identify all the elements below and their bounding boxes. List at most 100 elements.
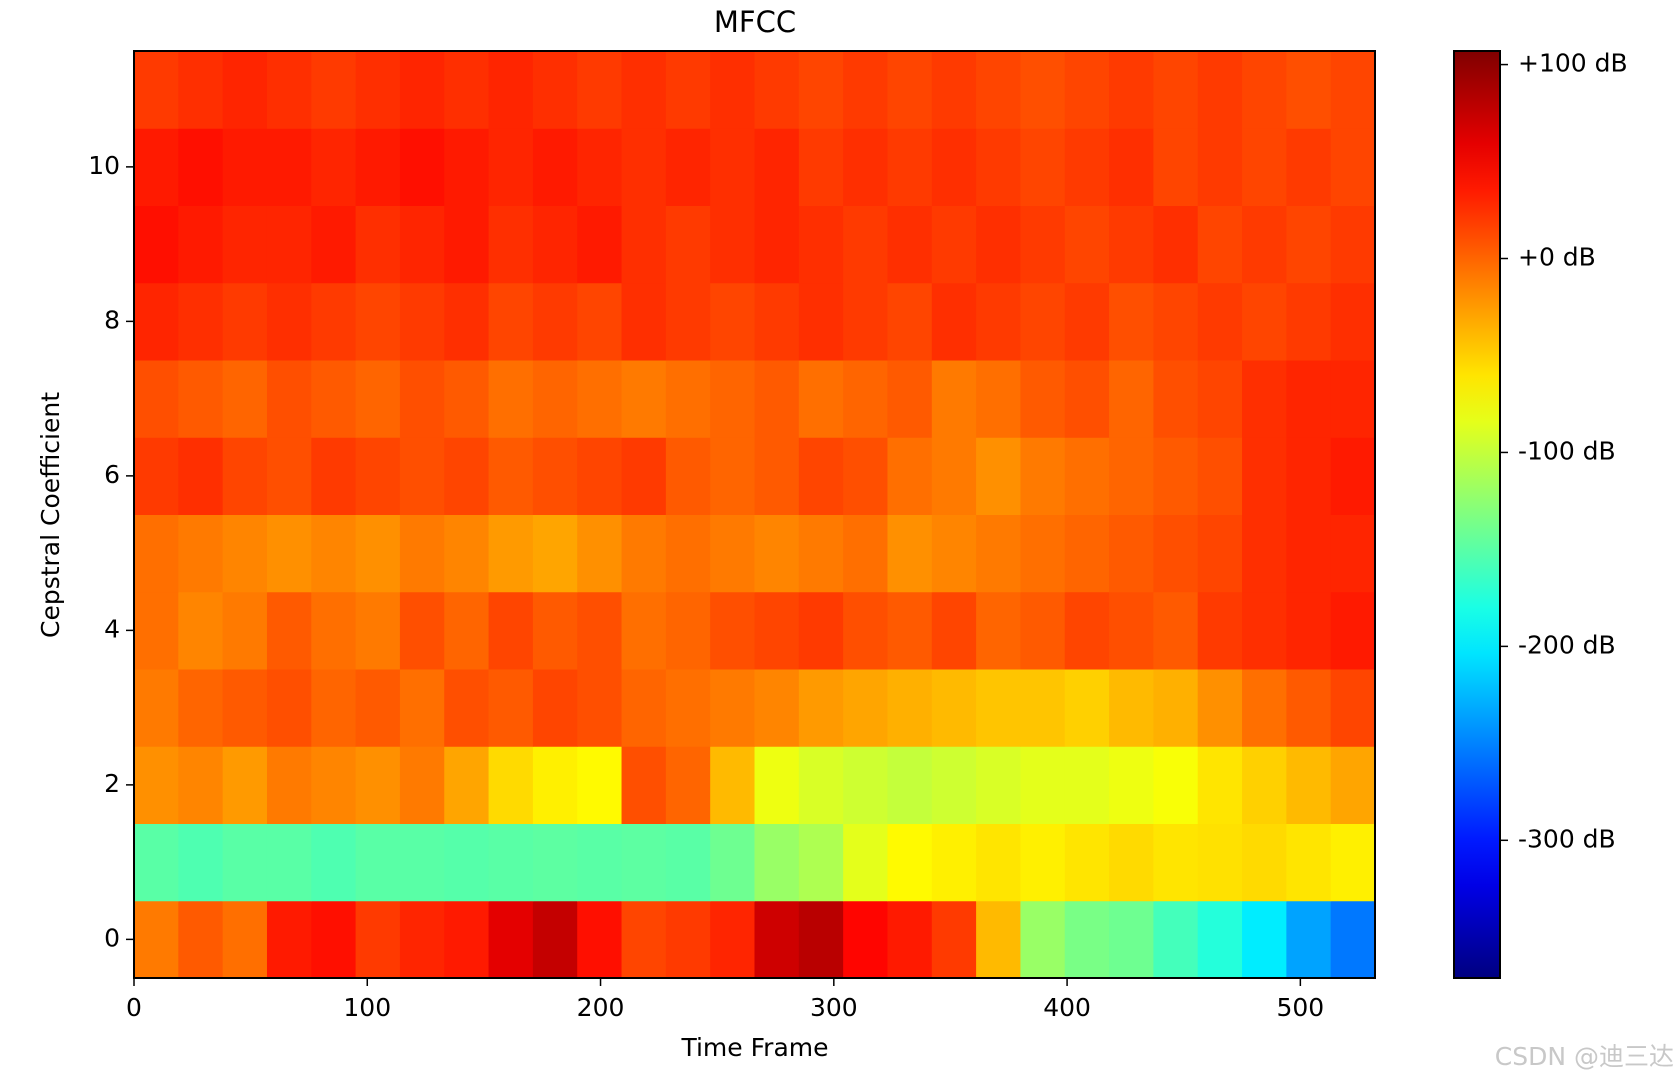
heatmap-cell [931, 128, 977, 206]
heatmap-cell [1153, 437, 1199, 515]
heatmap-cell [887, 823, 933, 902]
heatmap-cell [1286, 669, 1332, 747]
heatmap-cell [887, 669, 933, 747]
heatmap-cell [665, 282, 711, 361]
heatmap-cell [843, 514, 888, 593]
heatmap-cell [355, 437, 401, 515]
heatmap-cell [1197, 282, 1243, 361]
heatmap-cell [1286, 205, 1332, 284]
heatmap-cell [754, 823, 800, 902]
heatmap-cell [1242, 51, 1287, 129]
heatmap-cell [266, 669, 312, 747]
heatmap-cell [1153, 514, 1199, 593]
heatmap-cell [1153, 360, 1199, 438]
heatmap-cell [444, 514, 490, 593]
heatmap-cell [577, 282, 623, 361]
heatmap-cell [843, 282, 888, 361]
heatmap-cell [1197, 591, 1243, 670]
heatmap-cell [843, 360, 888, 438]
heatmap-cell [222, 514, 268, 593]
heatmap-cell [621, 282, 667, 361]
heatmap-cell [1064, 205, 1110, 284]
heatmap-cell [621, 360, 667, 438]
heatmap-cell [1109, 437, 1154, 515]
heatmap-cell [621, 746, 667, 824]
heatmap-cell [621, 437, 667, 515]
heatmap-cell [1286, 591, 1332, 670]
heatmap-cell [1286, 437, 1332, 515]
heatmap-cell [931, 823, 977, 902]
heatmap-cell [355, 746, 401, 824]
heatmap-cell [532, 746, 578, 824]
heatmap-cell [577, 900, 623, 979]
heatmap-cell [1330, 900, 1376, 979]
heatmap-cell [222, 900, 268, 979]
heatmap-cell [843, 746, 888, 824]
heatmap-cell [1242, 591, 1287, 670]
heatmap-cell [1020, 282, 1066, 361]
heatmap-cell [488, 51, 534, 129]
y-tick-label: 10 [88, 151, 120, 180]
heatmap-cell [798, 823, 844, 902]
heatmap-cell [1153, 669, 1199, 747]
heatmap-cell [1330, 205, 1376, 284]
heatmap-cell [178, 746, 224, 824]
heatmap-cell [1197, 900, 1243, 979]
heatmap-cell [178, 669, 224, 747]
colorbar-tick-label: +100 dB [1518, 49, 1628, 78]
heatmap-cell [754, 360, 800, 438]
heatmap-cell [1064, 591, 1110, 670]
heatmap-cell [1330, 437, 1376, 515]
y-axis-label: Cepstral Coefficient [36, 392, 65, 638]
x-tick-label: 300 [810, 993, 858, 1022]
heatmap-cell [577, 746, 623, 824]
heatmap-cell [222, 282, 268, 361]
heatmap-cell [134, 514, 179, 593]
heatmap-cell [1330, 282, 1376, 361]
heatmap-cell [266, 282, 312, 361]
heatmap-cell [621, 823, 667, 902]
heatmap-cell [754, 591, 800, 670]
heatmap-cell [266, 437, 312, 515]
heatmap-cell [532, 282, 578, 361]
heatmap-cell [1064, 514, 1110, 593]
y-tick-label: 2 [104, 769, 120, 798]
heatmap-cell [1020, 437, 1066, 515]
heatmap-cell [355, 514, 401, 593]
heatmap-cell [1064, 437, 1110, 515]
heatmap-cell [1153, 823, 1199, 902]
heatmap-cell [134, 128, 179, 206]
heatmap-cell [1242, 128, 1287, 206]
heatmap-cell [399, 514, 445, 593]
heatmap-cell [134, 669, 179, 747]
heatmap-cell [577, 437, 623, 515]
heatmap-cell [1109, 205, 1154, 284]
heatmap-cell [798, 514, 844, 593]
heatmap-cell [266, 591, 312, 670]
heatmap-cell [976, 128, 1021, 206]
heatmap-cell [134, 591, 179, 670]
heatmap-cell [399, 51, 445, 129]
heatmap-cell [665, 591, 711, 670]
heatmap-cell [134, 900, 179, 979]
heatmap-cell [1330, 51, 1376, 129]
heatmap-cell [355, 360, 401, 438]
heatmap-cell [1286, 514, 1332, 593]
heatmap-cell [887, 51, 933, 129]
y-tick-label: 6 [104, 460, 120, 489]
heatmap-cell [488, 514, 534, 593]
heatmap-cell [710, 900, 755, 979]
heatmap-cell [1020, 746, 1066, 824]
heatmap-cell [976, 282, 1021, 361]
heatmap-cell [355, 205, 401, 284]
y-tick-label: 4 [104, 614, 120, 643]
heatmap-cell [399, 205, 445, 284]
x-tick-label: 400 [1043, 993, 1091, 1022]
heatmap-cell [444, 823, 490, 902]
chart-title: MFCC [714, 5, 796, 39]
heatmap-cell [399, 282, 445, 361]
heatmap-cell [1153, 128, 1199, 206]
heatmap-cell [532, 900, 578, 979]
heatmap-cell [976, 746, 1021, 824]
